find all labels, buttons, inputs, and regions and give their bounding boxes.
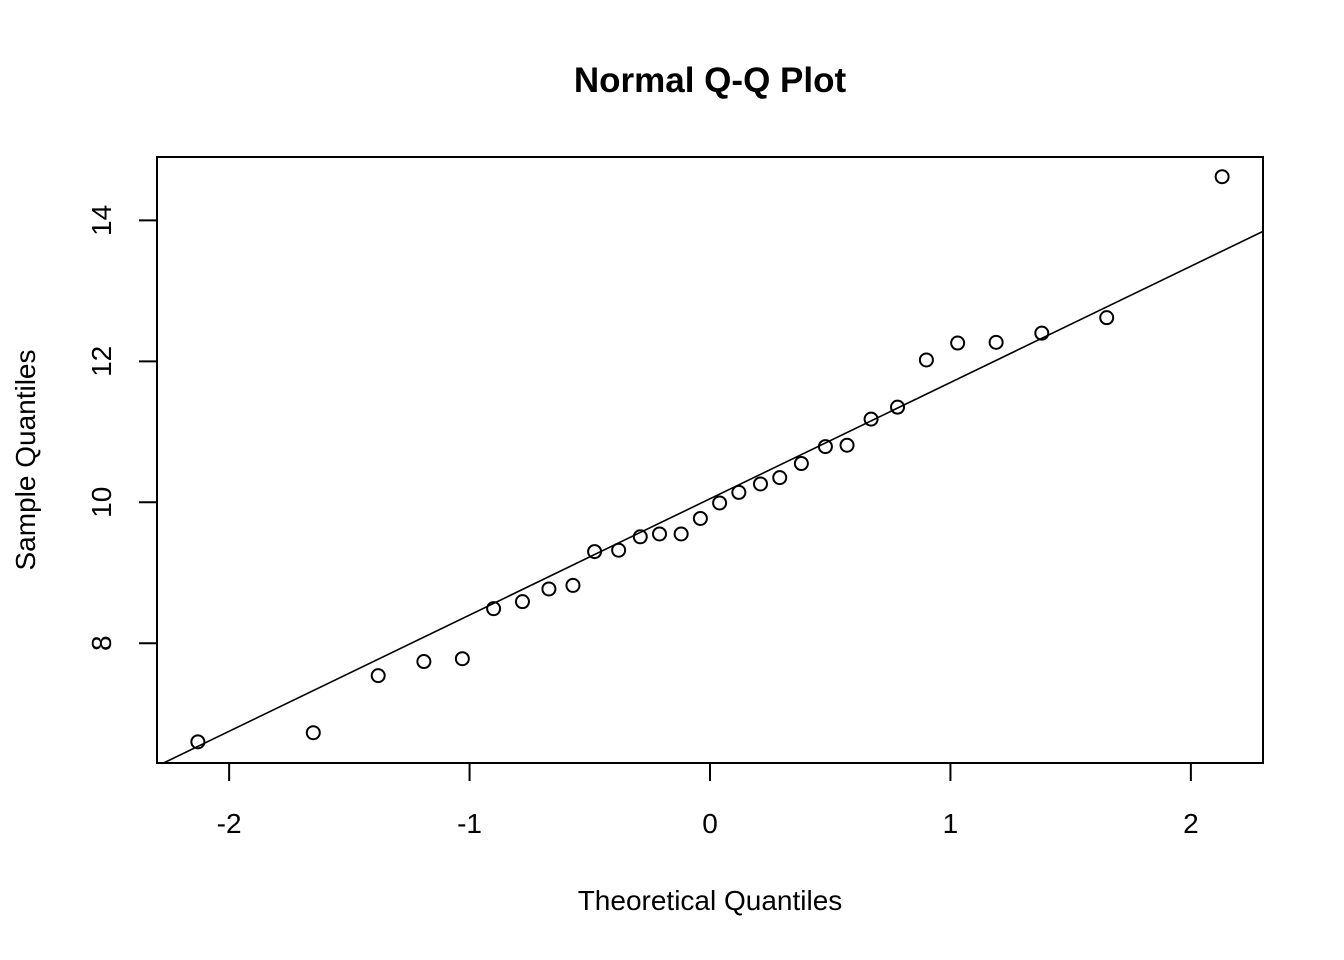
y-tick-label: 12	[86, 346, 117, 377]
data-point	[772, 470, 788, 486]
data-point	[565, 577, 581, 593]
data-point	[514, 594, 530, 610]
data-point	[731, 484, 747, 500]
x-axis: -2 -1 0 1 2	[217, 763, 1199, 839]
data-point	[190, 734, 206, 750]
data-point	[370, 668, 386, 684]
y-tick-label: 14	[86, 205, 117, 236]
x-tick-label: 2	[1183, 808, 1199, 839]
plot-area	[161, 169, 1263, 763]
plot-frame	[156, 156, 1264, 764]
data-point	[950, 335, 966, 351]
qq-reference-line	[161, 230, 1263, 763]
data-point	[486, 601, 502, 617]
x-tick-label: -2	[217, 808, 242, 839]
data-point	[692, 510, 708, 526]
data-point	[839, 437, 855, 453]
y-tick-label: 8	[86, 635, 117, 651]
data-point	[632, 529, 648, 545]
data-point	[752, 476, 768, 492]
data-point	[817, 439, 833, 455]
y-axis: 8 10 12 14	[86, 205, 157, 651]
data-point	[712, 495, 728, 511]
chart-title: Normal Q-Q Plot	[574, 61, 847, 100]
x-axis-label: Theoretical Quantiles	[578, 885, 843, 916]
data-point	[587, 544, 603, 560]
data-point	[1099, 310, 1115, 326]
x-tick-label: 1	[943, 808, 959, 839]
x-tick-label: 0	[702, 808, 718, 839]
data-point	[988, 334, 1004, 350]
x-tick-label: -1	[457, 808, 482, 839]
data-point	[652, 526, 668, 542]
y-axis-label: Sample Quantiles	[10, 349, 41, 570]
data-point	[541, 581, 557, 597]
data-point	[416, 654, 432, 670]
data-point	[673, 526, 689, 542]
data-point	[793, 456, 809, 472]
data-point	[1034, 325, 1050, 341]
y-tick-label: 10	[86, 487, 117, 518]
data-point	[454, 651, 470, 667]
data-point	[305, 725, 321, 741]
data-point	[890, 399, 906, 415]
data-point	[918, 352, 934, 368]
data-point	[1214, 169, 1230, 185]
data-point	[611, 542, 627, 558]
data-point	[863, 411, 879, 427]
